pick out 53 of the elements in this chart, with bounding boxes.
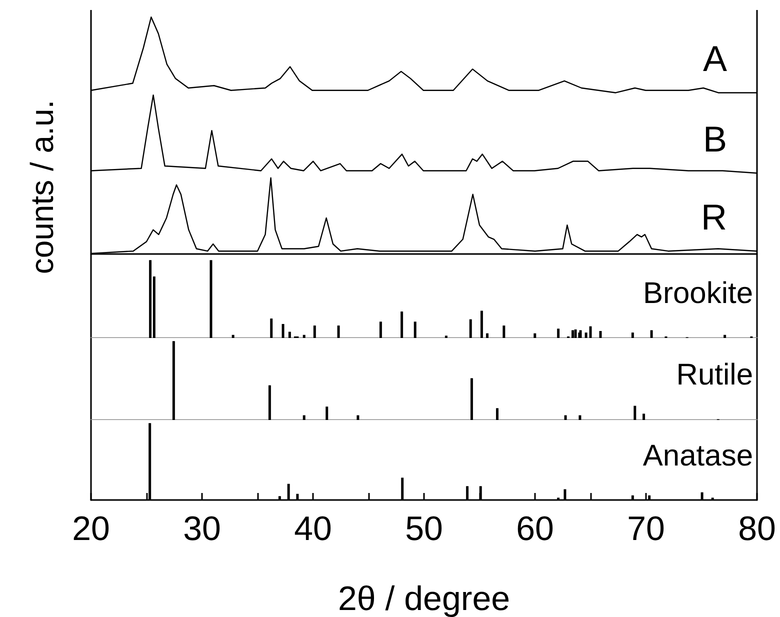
bar	[288, 332, 291, 338]
bar	[337, 326, 340, 338]
bar	[302, 334, 306, 338]
bar	[496, 408, 499, 420]
bar	[414, 322, 416, 338]
series-label: Anatase	[642, 440, 754, 472]
bar	[470, 378, 473, 420]
bar	[379, 322, 382, 338]
bar	[270, 318, 273, 338]
bar	[631, 332, 634, 338]
bar	[502, 326, 506, 338]
x-tick-label: 40	[294, 510, 332, 548]
bar	[210, 260, 212, 338]
bar	[574, 329, 577, 338]
x-tick-label: 20	[72, 510, 110, 548]
bar	[232, 334, 234, 338]
bar	[469, 319, 472, 338]
bar	[599, 330, 602, 338]
bar	[571, 330, 574, 338]
bar	[578, 415, 582, 420]
y-axis-title: counts / a.u.	[23, 98, 61, 276]
bar	[268, 385, 271, 420]
bar	[400, 312, 404, 338]
bar	[534, 333, 536, 338]
bar	[480, 310, 483, 338]
bar	[584, 332, 588, 338]
x-tick-label: 50	[405, 510, 443, 548]
series-label: Brookite	[642, 277, 754, 310]
series-label: R	[701, 196, 727, 238]
bar	[650, 330, 653, 338]
bar	[579, 330, 582, 338]
bar	[557, 328, 560, 338]
x-tick-label: 60	[516, 510, 554, 548]
series-label: B	[702, 118, 728, 160]
bar	[149, 260, 152, 338]
bar	[486, 333, 489, 338]
bar	[589, 326, 592, 338]
bar	[564, 415, 567, 420]
bar	[172, 341, 175, 420]
x-tick-label: 80	[738, 510, 776, 548]
series-label: A	[702, 38, 728, 80]
series-label: Rutile	[676, 358, 754, 392]
bar	[282, 324, 284, 338]
bar	[313, 326, 316, 338]
x-tick-label: 70	[627, 510, 665, 548]
bar	[302, 415, 306, 420]
x-tick-label: 30	[183, 510, 221, 548]
bar	[642, 414, 646, 420]
x-axis-title: 2θ / degree	[338, 580, 510, 617]
bar	[356, 415, 360, 420]
bar	[724, 334, 726, 338]
bar	[326, 406, 328, 420]
bar	[634, 406, 636, 420]
